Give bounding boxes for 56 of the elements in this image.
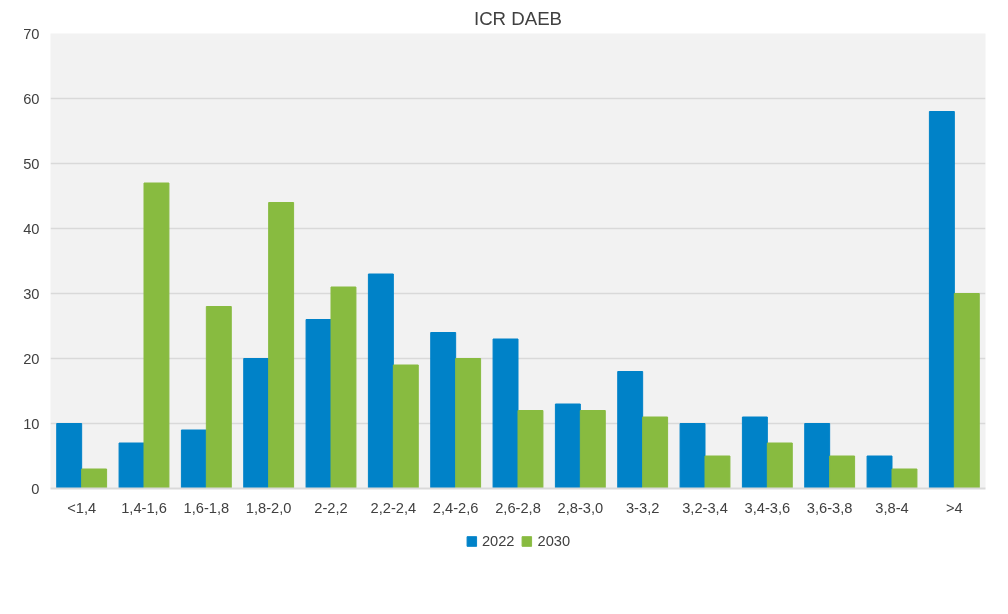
y-tick-label: 10	[23, 415, 40, 432]
x-tick-label: 2,6-2,8	[495, 499, 541, 516]
bar	[766, 442, 793, 489]
bar	[305, 319, 332, 489]
bar	[554, 403, 581, 489]
bar	[617, 371, 644, 489]
x-tick-label: 2,4-2,6	[432, 499, 479, 516]
x-tick-label: 2-2,2	[314, 499, 348, 516]
bar	[56, 423, 83, 489]
bar	[243, 358, 270, 489]
bar	[205, 306, 232, 489]
bar	[392, 364, 419, 489]
bar	[679, 423, 706, 489]
x-tick-label: 3-3,2	[625, 499, 660, 516]
y-tick-label: 50	[23, 155, 40, 172]
bar	[430, 332, 457, 489]
x-tick-label: 1,4-1,6	[121, 499, 167, 516]
y-tick-label: 30	[23, 285, 40, 302]
bar	[804, 423, 831, 489]
bar	[953, 293, 980, 489]
y-tick-label: 70	[23, 25, 40, 42]
bar	[741, 416, 768, 489]
x-tick-label: 2,8-3,0	[557, 499, 604, 516]
bar	[455, 358, 482, 489]
bar	[928, 111, 955, 489]
x-tick-label: 3,6-3,8	[806, 499, 853, 516]
chart-title: ICR DAEB	[473, 7, 563, 29]
x-tick-label: 1,8-2,0	[245, 499, 292, 516]
bar	[866, 455, 893, 489]
y-tick-label: 40	[23, 220, 40, 237]
bar	[517, 410, 544, 489]
y-tick-label: 60	[23, 90, 40, 107]
bar	[268, 202, 295, 489]
bar	[330, 286, 357, 489]
bar	[642, 416, 669, 489]
bar	[118, 442, 145, 489]
bar	[81, 468, 108, 489]
bar	[367, 273, 394, 489]
bar	[704, 455, 731, 489]
x-tick-label: 3,8-4	[875, 499, 909, 516]
x-tick-label: 2,2-2,4	[370, 499, 417, 516]
bar	[143, 182, 170, 489]
legend-label: 2030	[537, 532, 571, 549]
bar	[492, 338, 519, 489]
bar	[891, 468, 918, 489]
bar	[829, 455, 856, 489]
x-tick-label: >4	[945, 499, 963, 516]
x-tick-label: 3,2-3,4	[682, 499, 728, 516]
y-tick-label: 0	[31, 480, 40, 497]
bar	[579, 410, 606, 489]
bar	[180, 429, 207, 489]
y-tick-label: 20	[23, 350, 40, 367]
x-tick-label: 3,4-3,6	[744, 499, 791, 516]
x-tick-label: 1,6-1,8	[183, 499, 230, 516]
x-tick-label: <1,4	[67, 499, 97, 516]
legend-label: 2022	[481, 532, 515, 549]
